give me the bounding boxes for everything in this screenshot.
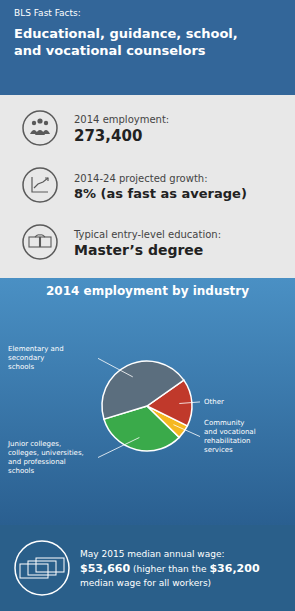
html-text:Educational, guidance, school,: Educational, guidance, school, and vocat… xyxy=(14,26,238,58)
html-text:BLS Fast Facts:: BLS Fast Facts: xyxy=(14,8,81,18)
html-text:2014 employment:: 2014 employment: xyxy=(74,114,170,125)
html-text:May 2015 median annual wage:: May 2015 median annual wage: xyxy=(80,548,225,559)
html-text:$53,660 (higher than the $36,2: $53,660 (higher than the $36,200 xyxy=(80,561,260,575)
svg-text:Other: Other xyxy=(204,398,224,406)
svg-text:Junior colleges,colleges, univ: Junior colleges,colleges, universities,a… xyxy=(8,440,84,475)
html-text:2014-24 projected growth:: 2014-24 projected growth: xyxy=(74,172,208,184)
svg-text:Elementary andsecondaryschools: Elementary andsecondaryschools xyxy=(8,345,64,371)
html-text:8% (as fast as average): 8% (as fast as average) xyxy=(74,185,247,201)
html-text:273,400: 273,400 xyxy=(74,127,143,145)
html-text:median wage for all workers): median wage for all workers) xyxy=(80,577,212,588)
html-text:Typical entry-level education:: Typical entry-level education: xyxy=(74,229,221,240)
svg-text:Communityand vocationalrehabil: Communityand vocationalrehabilitationser… xyxy=(204,419,256,454)
html-text:Master’s degree: Master’s degree xyxy=(74,242,204,258)
html-text:2014 employment by industry: 2014 employment by industry xyxy=(46,284,249,298)
